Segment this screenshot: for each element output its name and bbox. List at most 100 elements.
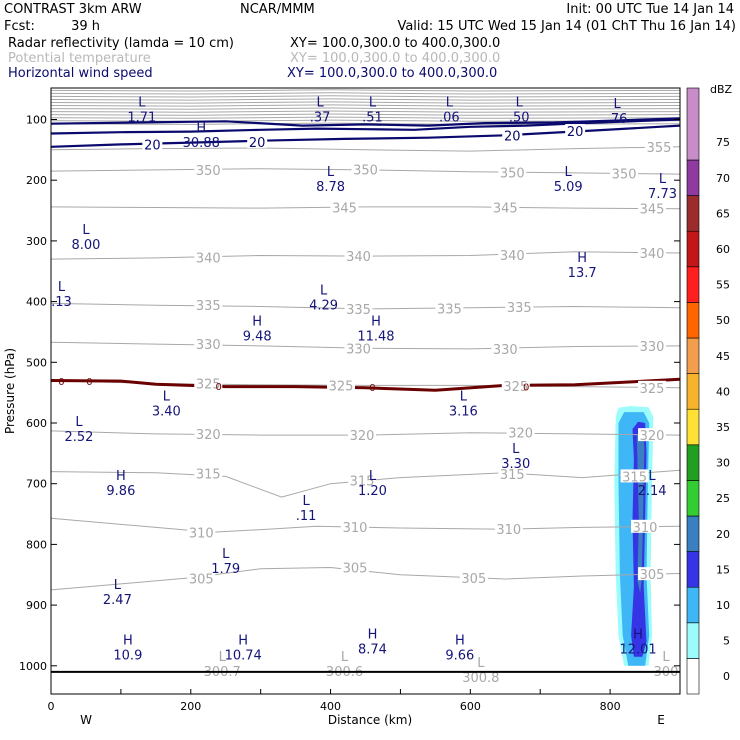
colorbar-swatch-60: [686, 230, 700, 268]
colorbar-label: 35: [716, 421, 730, 434]
wind-label: 20: [249, 136, 266, 151]
theta-label-bg: [194, 162, 223, 176]
colorbar-unit: dBZ: [710, 83, 733, 96]
theta-label: 350: [612, 168, 637, 183]
wind-contour-20: [51, 118, 680, 135]
extremum-value: 30.88: [183, 136, 220, 151]
theta-label-bg: [501, 378, 530, 392]
high-marker: H: [116, 469, 126, 484]
extremum-value: 2.52: [64, 430, 93, 445]
wind-label: 20: [144, 138, 161, 153]
low-marker: L: [446, 96, 454, 111]
extremum-value: 2.14: [638, 484, 667, 499]
extremum-value: 3.16: [449, 404, 478, 419]
theta-label-bg: [341, 519, 370, 533]
y-tick-label: 200: [26, 174, 47, 187]
y-tick-label: 900: [26, 599, 47, 612]
x-tick-label: 400: [320, 700, 341, 713]
theta-label-bg: [491, 200, 520, 214]
low-marker: L: [320, 284, 328, 299]
low-marker: L: [659, 172, 667, 187]
plot-frame: [50, 87, 681, 695]
theta-label-bg: [638, 567, 667, 581]
extremum-value: 5.09: [554, 180, 583, 195]
colorbar-swatch-70: [686, 159, 700, 196]
theta-label: 320: [640, 429, 665, 444]
low-marker: L: [512, 442, 520, 457]
extremum-value: 10.74: [225, 648, 262, 663]
theta-label: 330: [493, 343, 518, 358]
theta-label: 340: [500, 249, 525, 264]
x-axis: 0 200 400 600 800: [48, 689, 681, 713]
low-marker: L: [613, 97, 621, 112]
high-marker: H: [123, 633, 133, 648]
theta-label: 305: [343, 561, 368, 576]
wind-label: 20: [567, 125, 584, 140]
forecast-hour: 39 h: [71, 19, 100, 34]
colorbar-label: 15: [716, 563, 730, 576]
extremum-value: 1.79: [211, 562, 240, 577]
theta-label-bg: [351, 162, 380, 176]
theta-label-bg: [459, 570, 488, 584]
colorbar-swatch-15: [686, 551, 700, 588]
x-tick-label: 800: [600, 700, 621, 713]
theta-label: 335: [346, 303, 371, 318]
extremum-value: 8.00: [71, 238, 100, 253]
theta-label: 345: [640, 203, 665, 218]
theta-label: 320: [508, 427, 533, 442]
theta-label: 310: [189, 526, 214, 541]
low-marker: L: [477, 656, 485, 671]
colorbar-swatch-5: [686, 622, 700, 659]
model-title: CONTRAST 3km ARW: [4, 2, 142, 17]
extremum-value: 10.9: [113, 648, 142, 663]
colorbar-swatch-45: [686, 337, 700, 374]
theta-label: 340: [640, 247, 665, 262]
zero-label: 0: [58, 377, 64, 388]
colorbar-label: 10: [716, 599, 730, 612]
theta-label: 340: [196, 251, 221, 266]
theta-label-bg: [491, 341, 520, 355]
extremum-value: .76: [607, 112, 628, 127]
extremum-value: .11: [296, 509, 317, 524]
low-marker: L: [369, 96, 377, 111]
colorbar-swatch-20: [686, 515, 700, 552]
colorbar-label: 25: [716, 492, 730, 505]
extremum-value: 1.71: [127, 111, 156, 126]
theta-label-bg: [620, 469, 649, 483]
low-marker: L: [662, 650, 670, 665]
colorbar-label: 20: [716, 528, 730, 541]
low-marker: L: [114, 578, 122, 593]
colorbar-swatch-30: [686, 444, 700, 481]
colorbar-label: 75: [716, 136, 730, 149]
theta-label-bg: [344, 301, 373, 315]
extremum-value: 4.29: [309, 299, 338, 314]
theta-label-bg: [194, 376, 223, 390]
init-time: Init: 00 UTC Tue 14 Jan 14: [566, 2, 734, 17]
theta-label: 335: [196, 299, 221, 314]
colorbar-label: 30: [716, 457, 730, 470]
theta-contour-310: [51, 517, 680, 533]
upper-theta-line: [51, 113, 680, 116]
theta-label-bg: [341, 560, 370, 574]
colorbar-label: 40: [716, 385, 730, 398]
low-marker: L: [316, 96, 324, 111]
theta-label-bg: [638, 246, 667, 260]
x-axis-label: Distance (km): [328, 713, 412, 727]
high-marker: H: [455, 633, 465, 648]
y-tick-label: 700: [26, 478, 47, 491]
wind-label: 20: [504, 129, 521, 144]
theta-label: 350: [196, 164, 221, 179]
upper-theta-line: [51, 107, 680, 110]
extremum-value: 7.73: [648, 187, 677, 202]
extremum-value: 12.01: [619, 642, 656, 657]
header: CONTRAST 3km ARW NCAR/MMM Init: 00 UTC T…: [4, 2, 736, 81]
extremum-value: 3.30: [501, 457, 530, 472]
wind-label-bg: [247, 134, 268, 148]
theta-label-bg: [194, 426, 223, 440]
zero-label: 0: [369, 383, 375, 394]
theta-label-bg: [498, 247, 527, 261]
high-marker: H: [577, 251, 587, 266]
theta-label: 325: [640, 382, 665, 397]
low-marker: L: [327, 165, 335, 180]
low-marker: L: [302, 494, 310, 509]
